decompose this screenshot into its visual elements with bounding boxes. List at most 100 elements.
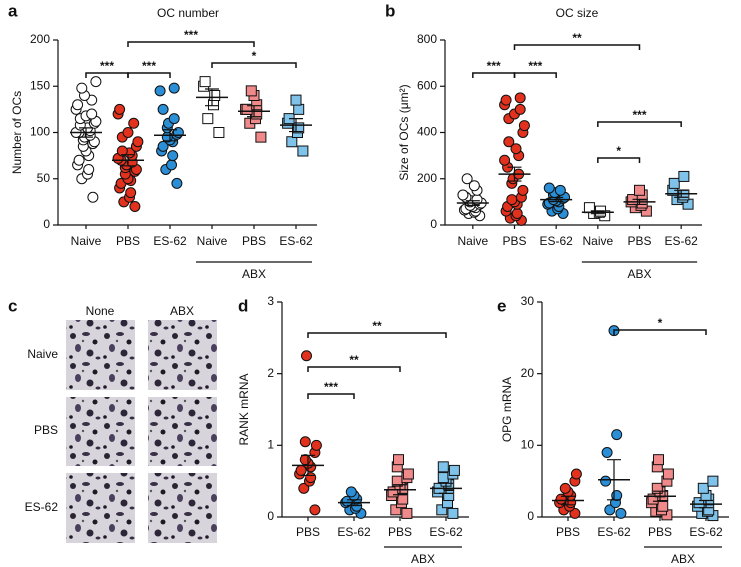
- group-label: ABX: [671, 552, 695, 566]
- significance-bracket: [127, 72, 171, 78]
- data-point: [299, 436, 311, 448]
- significance-label: ***: [324, 380, 338, 394]
- data-point: [167, 150, 179, 162]
- significance-bracket: [597, 121, 682, 127]
- data-point: [209, 90, 221, 101]
- data-point: [293, 122, 305, 134]
- panel-label: e: [497, 296, 506, 315]
- y-tick-label: 1: [267, 438, 274, 452]
- data-point: [514, 103, 526, 115]
- x-tick-label: PBS: [627, 234, 651, 248]
- data-point: [132, 136, 144, 148]
- data-point: [390, 504, 402, 516]
- x-tick-label: ES-62: [597, 525, 631, 539]
- row-label: Naive: [27, 347, 58, 361]
- error-bar: [289, 118, 303, 133]
- data-point: [678, 170, 690, 182]
- error-bar: [301, 454, 315, 477]
- y-tick-label: 400: [417, 125, 437, 139]
- error-bar: [549, 196, 564, 203]
- data-point: [437, 461, 449, 473]
- data-point: [457, 189, 469, 201]
- chart-title: OC number: [157, 6, 219, 20]
- y-tick-label: 0: [43, 217, 50, 231]
- data-point: [559, 482, 571, 494]
- x-tick-label: PBS: [648, 525, 672, 539]
- x-tick-label: PBS: [242, 234, 266, 248]
- significance-label: **: [372, 319, 382, 333]
- data-point: [202, 113, 214, 125]
- data-point: [468, 180, 480, 192]
- y-axis-title: Number of OCs: [10, 91, 24, 174]
- x-tick-label: ES-62: [153, 234, 187, 248]
- row-label: PBS: [34, 423, 58, 437]
- data-point: [402, 468, 414, 480]
- x-tick-label: PBS: [502, 234, 526, 248]
- data-point: [213, 127, 225, 138]
- x-tick-label: Naive: [457, 234, 488, 248]
- significance-bracket: [513, 44, 641, 50]
- data-point: [345, 486, 357, 498]
- data-point: [514, 92, 526, 104]
- data-point: [447, 507, 459, 519]
- error-bar: [607, 459, 621, 501]
- data-point: [510, 143, 522, 155]
- error-bar: [632, 198, 647, 206]
- data-point: [511, 207, 523, 219]
- data-point: [634, 184, 645, 196]
- data-point: [305, 472, 317, 484]
- error-bar: [465, 200, 480, 206]
- data-point: [199, 76, 211, 88]
- data-point: [615, 507, 627, 519]
- data-point: [393, 454, 404, 466]
- error-bar: [561, 495, 575, 506]
- panel-label: b: [385, 1, 395, 20]
- data-point: [114, 103, 126, 115]
- significance-label: ***: [528, 59, 542, 73]
- micrograph: [66, 473, 135, 543]
- error-bar: [653, 490, 667, 502]
- data-point: [500, 94, 512, 106]
- data-point: [518, 120, 530, 132]
- group-label: ABX: [411, 552, 435, 566]
- data-point: [83, 164, 95, 175]
- x-tick-label: ES-62: [664, 234, 698, 248]
- x-tick-label: PBS: [388, 525, 412, 539]
- significance-label: ***: [632, 108, 646, 122]
- panel-label: d: [238, 296, 248, 315]
- data-point: [651, 482, 663, 494]
- data-point: [448, 464, 460, 476]
- y-tick-label: 20: [521, 366, 535, 380]
- data-point: [245, 85, 257, 97]
- data-point: [293, 103, 305, 115]
- error-bar: [163, 129, 177, 142]
- y-tick-label: 800: [417, 32, 437, 46]
- data-point: [703, 504, 715, 516]
- data-point: [653, 454, 664, 466]
- data-point: [499, 154, 511, 166]
- significance-bracket: [127, 41, 255, 47]
- data-point: [678, 189, 690, 201]
- significance-label: ***: [142, 59, 156, 73]
- y-tick-label: 150: [30, 78, 50, 92]
- x-tick-label: PBS: [556, 525, 580, 539]
- data-point: [461, 173, 473, 185]
- y-tick-label: 3: [267, 294, 274, 308]
- data-point: [697, 482, 709, 494]
- data-point: [157, 103, 169, 115]
- x-tick-label: ES-62: [429, 525, 463, 539]
- data-point: [76, 82, 88, 94]
- x-tick-label: ES-62: [337, 525, 371, 539]
- data-point: [517, 184, 529, 196]
- data-point: [208, 99, 219, 111]
- significance-bracket: [85, 72, 129, 78]
- column-label: ABX: [170, 304, 194, 318]
- micrographs: [66, 320, 217, 543]
- data-point: [543, 182, 555, 194]
- column-label: None: [86, 304, 115, 318]
- data-point: [122, 127, 134, 138]
- data-point: [611, 490, 623, 501]
- error-bar: [507, 166, 522, 182]
- x-tick-label: Naive: [71, 234, 102, 248]
- data-point: [255, 131, 267, 143]
